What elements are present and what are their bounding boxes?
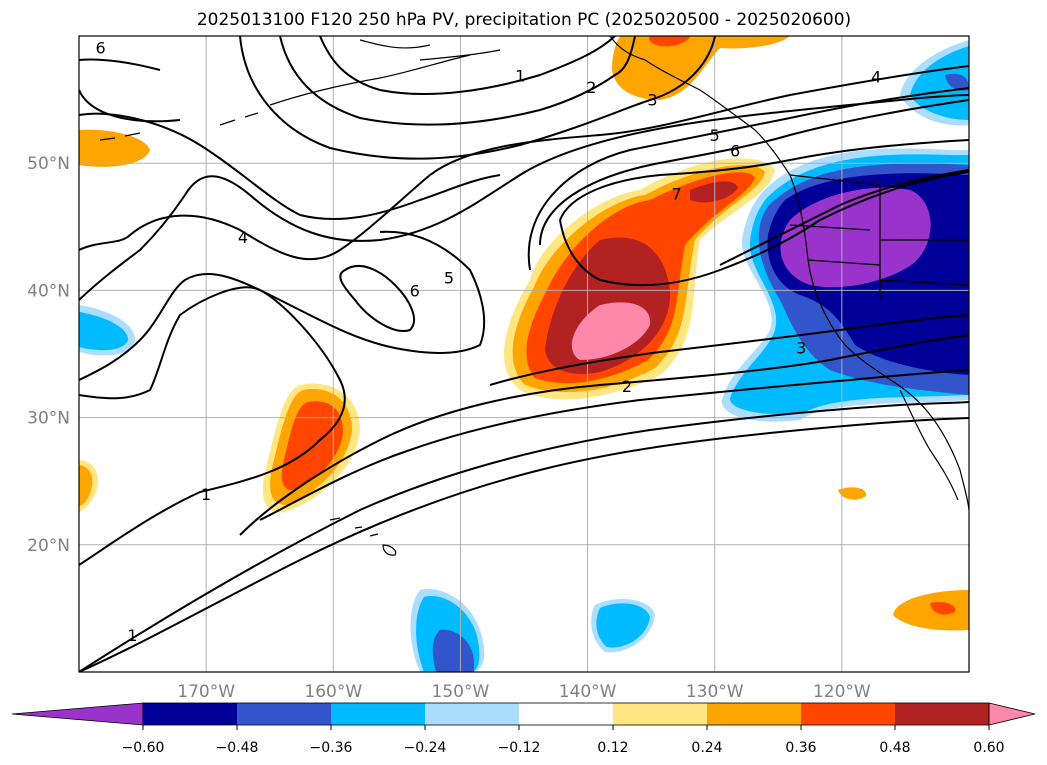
lat-label: 20°N <box>27 536 70 556</box>
pv-contour-label: 4 <box>871 68 881 87</box>
pv-contour-4-jet-east <box>719 169 969 266</box>
pv-contour-label: 3 <box>796 339 806 358</box>
colorbar-tick-label: −0.12 <box>498 740 541 756</box>
colorbar-tick-label: 0.60 <box>973 740 1004 756</box>
pv-contour-6-center <box>339 265 415 332</box>
colorbar-tick-label: 0.48 <box>879 740 910 756</box>
colorbar-segment <box>143 703 237 725</box>
colorbar-extend-min <box>11 702 144 726</box>
colorbar-segment <box>707 703 801 725</box>
pv-contour-jet-7 <box>559 139 969 287</box>
precip-region-pos-alaska-2 <box>649 36 690 47</box>
colorbar-segment <box>895 703 989 725</box>
coastline-aleutians <box>99 112 259 141</box>
colorbar-tick-label: −0.24 <box>404 740 447 756</box>
pv-contour-label: 3 <box>647 91 657 110</box>
pv-contour-label: 6 <box>410 281 420 300</box>
precip-region-neg-west-2 <box>79 312 128 351</box>
latitude-labels: 50°N 40°N 30°N 20°N <box>27 154 70 556</box>
colorbar-tick-label: −0.48 <box>216 740 259 756</box>
pv-contour-5-north <box>79 94 969 301</box>
precip-region-pos-se-2 <box>930 602 956 615</box>
precip-region-pos-060 <box>571 302 651 360</box>
pv-contour-label: 5 <box>710 126 720 145</box>
pv-contour-label: 6 <box>96 38 106 57</box>
pv-contour-2-south <box>239 334 969 536</box>
precip-fill <box>79 36 969 672</box>
pv-contour-1-subtrop <box>79 286 346 566</box>
precip-region-neg-060 <box>780 187 931 288</box>
pv-contour-2-north <box>279 36 636 126</box>
colorbar-tick-label: 0.12 <box>597 740 628 756</box>
pv-contour-1-south <box>79 401 969 672</box>
coastlines <box>99 36 969 556</box>
pv-contour-label: 6 <box>730 141 740 160</box>
pv-contour-3-south <box>489 314 969 386</box>
pv-contour-4-west <box>79 65 969 261</box>
map-title: 2025013100 F120 250 hPa PV, precipitatio… <box>197 10 851 30</box>
precip-region-pos-small <box>838 487 867 500</box>
colorbar-extend-max <box>988 702 1036 726</box>
precip-region-pos-se <box>893 590 969 631</box>
colorbar-segment <box>331 703 425 725</box>
colorbar-tick-label: 0.24 <box>691 740 722 756</box>
lon-label: 140°W <box>559 682 617 702</box>
lat-label: 50°N <box>27 154 70 174</box>
precip-region-pos-blob-160w-3 <box>281 401 343 490</box>
colorbar-tick-label: −0.60 <box>122 740 165 756</box>
pv-contour-label: 1 <box>201 485 211 504</box>
pv-contour-trough-1 <box>79 58 181 123</box>
pv-contour-2-lower <box>259 369 969 521</box>
pv-contour-1-north <box>319 36 616 95</box>
pv-contour-label: 7 <box>671 185 681 204</box>
precip-region-pos-alaska <box>612 36 790 100</box>
pv-contour-label: 1 <box>127 626 137 645</box>
colorbar-segment <box>613 703 707 725</box>
pv-contours <box>79 36 969 672</box>
pv-contour-6-west <box>79 112 501 220</box>
colorbar: −0.60 −0.48 −0.36 −0.24 −0.12 0.12 0.24 0.36 0.4… <box>11 702 1036 756</box>
pv-contour-3-north <box>239 36 716 160</box>
colorbar-tick-label: 0.36 <box>785 740 816 756</box>
colorbar-outline <box>142 702 990 726</box>
lon-label: 170°W <box>177 682 235 702</box>
pv-contour-label: 2 <box>622 377 632 396</box>
pv-contour-label: 4 <box>238 228 248 247</box>
map-frame <box>78 35 970 673</box>
colorbar-segment <box>425 703 519 725</box>
pv-contour-jet-5 <box>527 87 969 271</box>
pv-contour-1-far-south <box>79 417 969 672</box>
state-borders <box>789 174 969 300</box>
colorbar-segment <box>519 703 613 725</box>
coastline-north-america <box>609 36 969 511</box>
colorbar-tick-label: −0.36 <box>310 740 353 756</box>
colorbar-segment <box>801 703 895 725</box>
lat-label: 30°N <box>27 409 70 429</box>
pv-contour-label: 5 <box>444 269 454 288</box>
colorbar-segment <box>237 703 331 725</box>
pv-contour-label: 1 <box>515 66 525 85</box>
longitude-labels: 170°W 160°W 150°W 140°W 130°W 120°W <box>177 682 871 702</box>
coastline-alaska-islands <box>269 39 501 106</box>
lon-label: 120°W <box>813 682 871 702</box>
precip-region-pos-west <box>79 129 150 167</box>
lat-label: 40°N <box>27 281 70 301</box>
precip-region-neg-ne-3 <box>945 73 969 91</box>
lon-label: 130°W <box>686 682 744 702</box>
precip-region-pos-west-3 <box>79 465 93 506</box>
coastline-baja <box>899 389 959 501</box>
coastline-hawaii <box>329 517 397 556</box>
pv-contour-jet-6 <box>539 99 969 246</box>
pv-contour-5-center <box>79 230 486 381</box>
lon-label: 160°W <box>304 682 362 702</box>
lon-label: 150°W <box>432 682 490 702</box>
precip-region-neg-south-2b <box>596 603 650 648</box>
pv-contour-label: 2 <box>586 78 596 97</box>
precip-region-neg-south-1c <box>432 629 474 672</box>
